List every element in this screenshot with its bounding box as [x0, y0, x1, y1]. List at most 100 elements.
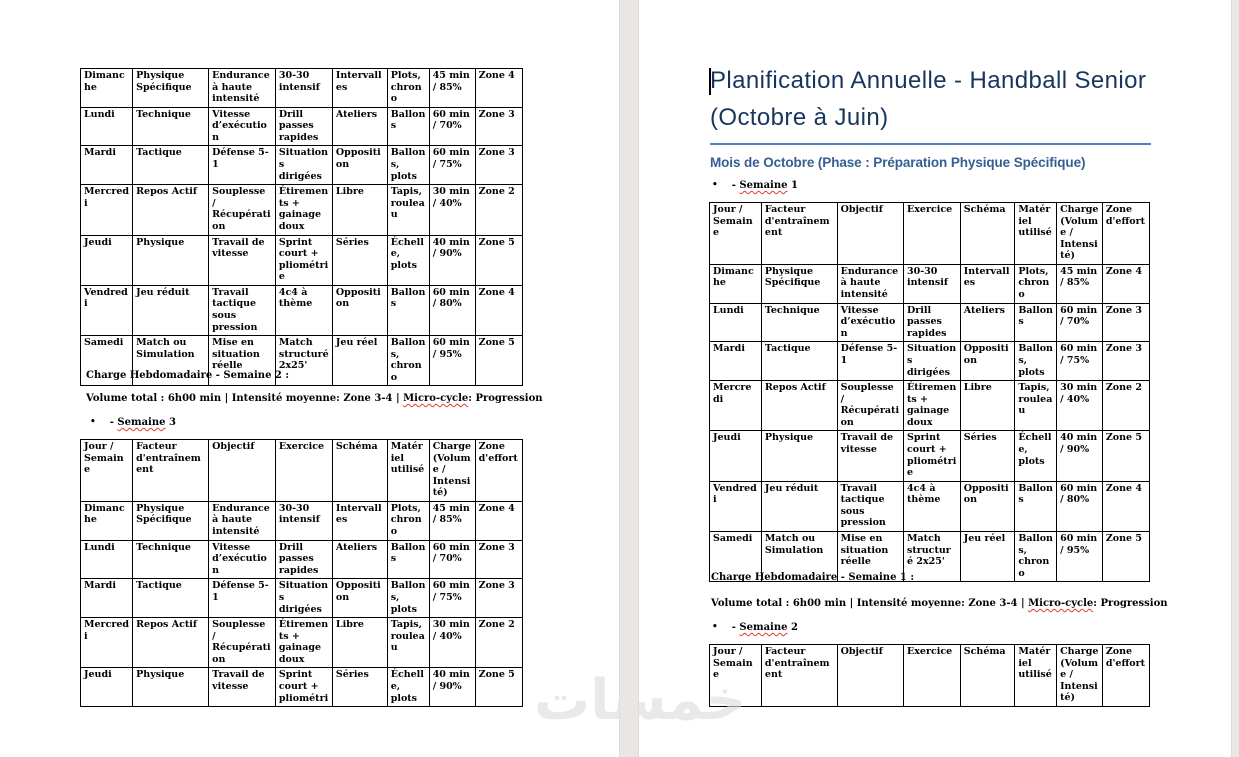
- week2-schedule-table: Dimanche Physique Spécifique Endurance à h…: [79, 68, 524, 387]
- table-cell: 4c4 à thème: [903, 480, 961, 533]
- table-cell: Zone d'effort: [1101, 202, 1151, 265]
- table-cell: Jeudi: [709, 430, 762, 482]
- table-cell: Exercice: [274, 439, 333, 502]
- table-cell: Zone 5: [1101, 430, 1151, 482]
- table-row: Mardi Tactique Défense 5-1 Situations dirig…: [79, 578, 524, 619]
- bullet-icon: •: [712, 622, 718, 632]
- misspelled-word: Semaine: [117, 417, 166, 428]
- table-cell: Mardi: [79, 145, 134, 186]
- table-cell: Travail tactique sous pression: [208, 284, 276, 337]
- table-cell: Zone 4: [1101, 480, 1151, 533]
- table-cell: Souplesse / Récupération: [836, 380, 905, 432]
- table-cell: Défense 5-1: [208, 145, 276, 186]
- khamsat-watermark: خمسات: [533, 668, 747, 733]
- table-cell: Physique: [132, 234, 210, 286]
- table-cell: Jeu réduit: [132, 284, 210, 337]
- table-cell: Zone 3: [1101, 341, 1151, 382]
- table-cell: 60 min / 95%: [1056, 531, 1103, 583]
- table-cell: Zone 4: [474, 500, 524, 541]
- table-cell: Exercice: [903, 644, 961, 707]
- table-cell: Zone d'effort: [1101, 644, 1151, 707]
- bullet-semaine-1: • - Semaine 1: [712, 180, 798, 191]
- table-row: Mardi Tactique Défense 5-1 Situations dirig…: [79, 145, 524, 186]
- table-cell: Intervalles: [331, 500, 388, 541]
- table-row: Mercredi Repos Actif Souplesse / Récupérat…: [79, 184, 524, 236]
- table-cell: 30-30 intensif: [274, 68, 333, 108]
- volume-total-line-right: Volume total : 6h00 min | Intensité moye…: [711, 598, 1168, 609]
- table-cell: Séries: [959, 430, 1016, 482]
- week1-schedule-table: Jour / Semaine Facteur d'entraînement Obje…: [709, 202, 1151, 583]
- table-cell: 60 min / 75%: [1056, 341, 1103, 382]
- table-cell: Tapis, rouleau: [386, 184, 430, 236]
- week3-schedule-table: Jour / Semaine Facteur d'entraînement Obje…: [79, 439, 524, 708]
- table-cell: Zone 4: [474, 284, 524, 337]
- table-cell: Schéma: [959, 644, 1016, 707]
- table-row: Lundi Technique Vitesse d’exécution Drill p…: [79, 539, 524, 580]
- table-cell: Échelle, plots: [386, 234, 430, 286]
- table-row: Vendredi Jeu réduit Travail tactique sous …: [709, 480, 1151, 533]
- table-cell: Tapis, rouleau: [1014, 380, 1058, 432]
- table-cell: Physique Spécifique: [132, 500, 210, 541]
- table-cell: Opposition: [331, 578, 388, 619]
- page-title: Planification Annuelle - Handball Senior…: [709, 62, 1151, 145]
- table-cell: Zone 3: [474, 539, 524, 580]
- table-cell: Zone d'effort: [474, 439, 524, 502]
- table-cell: Séries: [331, 234, 388, 286]
- table-cell: Ballons, plots: [386, 578, 430, 619]
- table-cell: Objectif: [836, 644, 905, 707]
- table-cell: Situations dirigées: [274, 145, 333, 186]
- table-row: Dimanche Physique Spécifique Endurance à h…: [79, 68, 524, 108]
- table-cell: Drill passes rapides: [903, 302, 961, 343]
- table-cell: Exercice: [903, 202, 961, 265]
- table-cell: Libre: [959, 380, 1016, 432]
- table-cell: 30-30 intensif: [903, 263, 961, 304]
- table-cell: Vendredi: [709, 480, 762, 533]
- bullet-semaine-1-label: - Semaine 1: [731, 180, 798, 191]
- table-cell: Facteur d'entraînement: [760, 644, 838, 707]
- table-cell: Endurance à haute intensité: [836, 263, 905, 304]
- table-cell: Repos Actif: [132, 184, 210, 236]
- table-cell: Schéma: [959, 202, 1016, 265]
- table-cell: Ballons: [1014, 302, 1058, 343]
- table-row: Mercredi Repos Actif Souplesse / Récupérat…: [709, 380, 1151, 432]
- table-cell: Travail de vitesse: [836, 430, 905, 482]
- table-cell: 60 min / 95%: [428, 335, 476, 387]
- table-cell: Jour / Semaine: [79, 439, 134, 502]
- table-cell: Match ou Simulation: [760, 531, 838, 583]
- table-cell: Échelle, plots: [1014, 430, 1058, 482]
- table-cell: 45 min / 85%: [428, 500, 476, 541]
- table-cell: Match structuré 2x25': [903, 531, 961, 583]
- table-cell: Schéma: [331, 439, 388, 502]
- table-header-row: Jour / Semaine Facteur d'entraînement Obje…: [79, 439, 524, 502]
- table-cell: Ateliers: [331, 106, 388, 147]
- misspelled-word: Semaine: [739, 180, 788, 191]
- table-cell: Zone 4: [1101, 263, 1151, 304]
- bullet-icon: •: [712, 180, 718, 190]
- table-cell: Dimanche: [709, 263, 762, 304]
- table-cell: Zone 5: [1101, 531, 1151, 583]
- table-cell: 30 min / 40%: [1056, 380, 1103, 432]
- table-cell: Lundi: [79, 539, 134, 580]
- table-cell: Endurance à haute intensité: [208, 68, 276, 108]
- table-cell: Endurance à haute intensité: [208, 500, 276, 541]
- misspelled-word: Semaine: [739, 622, 788, 633]
- table-cell: Repos Actif: [132, 617, 210, 669]
- table-cell: Zone 4: [474, 68, 524, 108]
- table-cell: 60 min / 75%: [428, 145, 476, 186]
- table-cell: Ballons: [386, 539, 430, 580]
- table-cell: Matériel utilisé: [1014, 202, 1058, 265]
- canvas-right-edge: [1231, 0, 1239, 757]
- table-cell: Jour / Semaine: [709, 644, 762, 707]
- table-cell: Mercredi: [79, 184, 134, 236]
- table-cell: Repos Actif: [760, 380, 838, 432]
- table-row: Samedi Match ou Simulation Mise en situati…: [79, 335, 524, 387]
- table-cell: Défense 5-1: [836, 341, 905, 382]
- table-header-row: Jour / Semaine Facteur d'entraînement Obje…: [709, 202, 1151, 265]
- table-cell: Séries: [331, 667, 388, 708]
- table-cell: Zone 2: [474, 184, 524, 236]
- week2-schedule-table-header-only: Jour / Semaine Facteur d'entraînement Obje…: [709, 644, 1151, 707]
- page-title-line1: Planification Annuelle - Handball Senior: [710, 67, 1147, 94]
- table-cell: Mercredi: [709, 380, 762, 432]
- table-cell: 60 min / 75%: [428, 578, 476, 619]
- table-cell: Opposition: [331, 145, 388, 186]
